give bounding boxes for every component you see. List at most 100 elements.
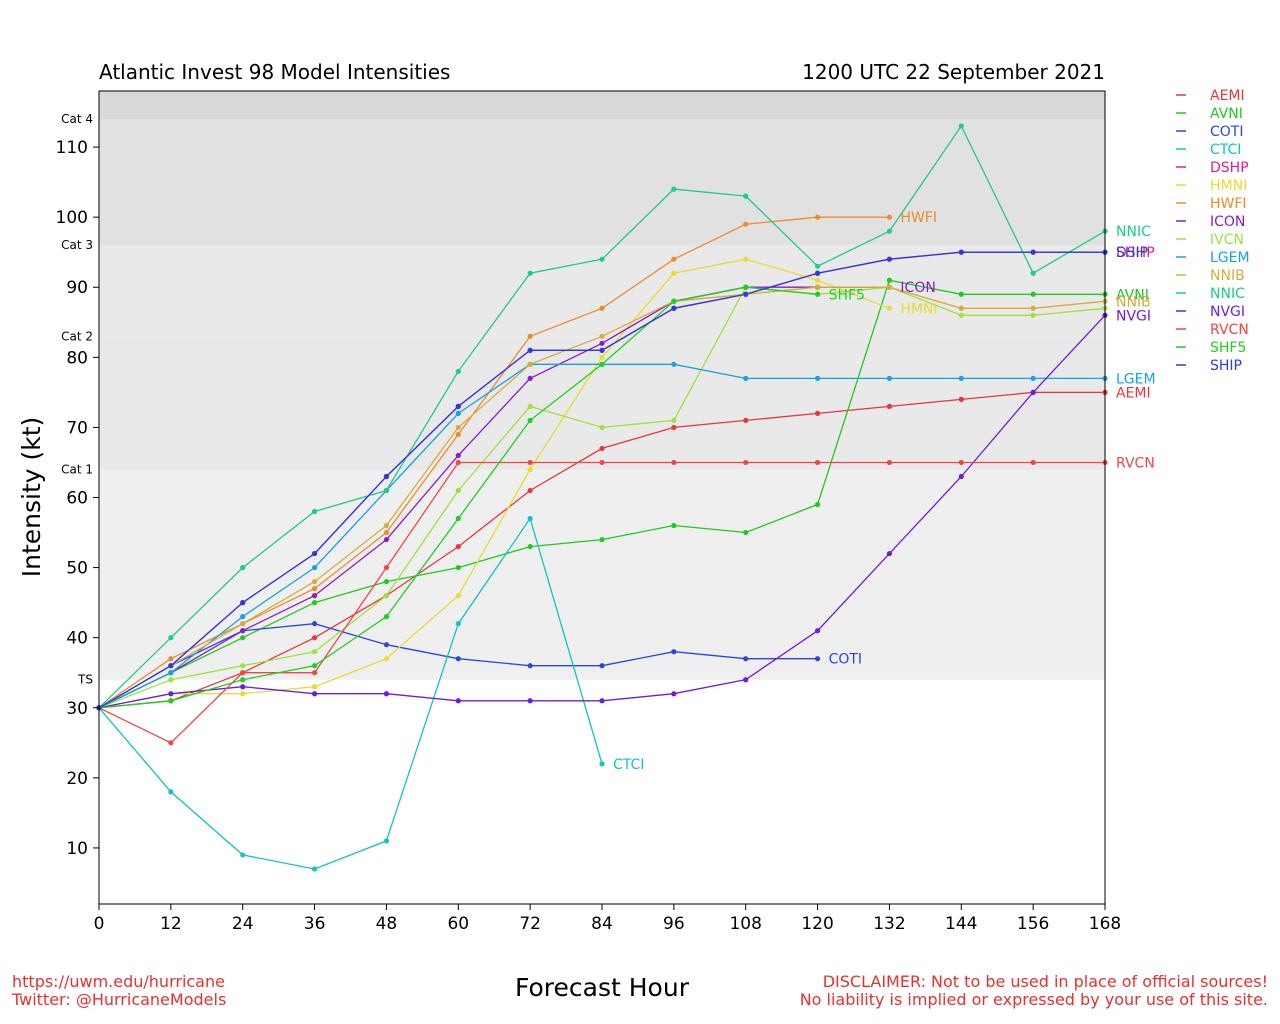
y-axis: 10 20 30 40 50 60 70 80 90 100 110: [56, 138, 99, 859]
y-tick-label: 50: [66, 559, 88, 579]
point-avni: [671, 522, 677, 529]
category-label: Cat 3: [61, 238, 93, 252]
point-nnic: [743, 193, 749, 199]
point-nnib: [527, 361, 533, 367]
category-label: Cat 1: [61, 462, 93, 476]
end-label-avni: AVNI: [1116, 287, 1149, 303]
point-coti: [455, 656, 461, 662]
point-ship: [240, 600, 246, 606]
end-label-dshp: DSHP: [1116, 245, 1155, 261]
point-nnib: [311, 579, 318, 585]
point-hmni: [383, 656, 390, 662]
point-shf5: [671, 298, 677, 304]
point-shf5: [240, 677, 246, 683]
point-aemi: [743, 417, 749, 424]
series-points: [96, 123, 1108, 872]
point-ctci: [240, 852, 246, 858]
point-coti: [814, 656, 821, 662]
point-nnib: [599, 333, 605, 339]
point-ship: [671, 305, 677, 311]
point-ctci: [311, 866, 318, 872]
point-nvgi: [527, 698, 533, 704]
end-label-nnib: NNIB: [1116, 294, 1151, 310]
point-lgem: [168, 670, 174, 676]
series-end-labels: AEMI AVNI COTI CTCI DSHP HMNI HWFI ICON LGEM NNIB…: [613, 210, 1156, 773]
point-coti: [383, 642, 390, 648]
point-ivcn: [240, 663, 246, 669]
point-ship: [1030, 249, 1036, 255]
point-nnic: [311, 508, 318, 515]
end-label-hwfi: HWFI: [900, 210, 937, 226]
point-hwfi: [886, 214, 893, 220]
series-line-hwfi: [98, 216, 890, 709]
y-tick-label: 30: [66, 699, 88, 719]
point-aemi: [311, 635, 318, 641]
x-tick-label: 84: [591, 914, 613, 934]
point-lgem: [671, 361, 677, 367]
y-axis-label: Intensity (kt): [17, 417, 46, 578]
y-tick-label: 10: [66, 839, 88, 859]
point-ship: [455, 403, 461, 409]
point-aemi: [958, 396, 964, 402]
point-hwfi: [168, 656, 174, 662]
x-tick-label: 0: [94, 914, 105, 934]
point-shf5: [311, 663, 318, 669]
series-line-icon: [98, 286, 890, 709]
point-hmni: [671, 270, 677, 276]
x-tick-label: 120: [801, 914, 833, 934]
point-aemi: [455, 543, 461, 550]
point-nnic: [1030, 270, 1036, 276]
category-label: TS: [77, 673, 93, 687]
point-avni: [599, 536, 605, 543]
point-icon: [599, 340, 605, 346]
x-tick-label: 168: [1089, 914, 1121, 934]
point-avni: [527, 543, 533, 550]
legend-entry-nnib: NNIB: [1210, 268, 1245, 284]
legend-entry-coti: COTI: [1210, 124, 1243, 140]
end-label-hmni: HMNI: [900, 301, 937, 317]
point-hwfi: [455, 431, 461, 438]
point-rvcn: [168, 740, 174, 746]
point-nnic: [455, 368, 461, 374]
point-nnic: [527, 270, 533, 276]
legend-entry-nnic: NNIC: [1210, 286, 1245, 302]
legend-entry-dshp: DSHP: [1210, 160, 1249, 176]
point-icon: [311, 593, 318, 599]
point-ship: [168, 663, 174, 669]
point-hmni: [311, 684, 318, 690]
point-avni: [1030, 291, 1036, 297]
point-nvgi: [383, 691, 390, 697]
point-shf5: [743, 284, 749, 290]
point-rvcn: [1030, 459, 1036, 466]
point-ship: [886, 256, 893, 262]
point-nnic: [599, 256, 605, 262]
point-ctci: [455, 621, 461, 627]
point-ship: [743, 291, 749, 297]
point-lgem: [455, 410, 461, 416]
point-ivcn: [958, 312, 964, 318]
x-axis: 0 12 24 36 48 60 72 84 96 108 120 132 144 156 168: [94, 904, 1121, 934]
point-shf5: [527, 417, 533, 424]
point-nnic: [383, 487, 390, 494]
end-label-nvgi: NVGI: [1116, 308, 1151, 324]
legend-entry-ctci: CTCI: [1210, 142, 1241, 158]
footer-twitter: Twitter: @HurricaneModels: [12, 990, 227, 1009]
legend-entry-ivcn: IVCN: [1210, 232, 1244, 248]
point-shf5: [168, 698, 174, 704]
x-tick-label: 72: [519, 914, 541, 934]
point-coti: [527, 663, 533, 669]
point-nnic: [958, 123, 964, 129]
point-nvgi: [168, 691, 174, 697]
point-avni: [886, 277, 893, 283]
legend-entry-hmni: HMNI: [1210, 178, 1247, 194]
y-tick-label: 20: [66, 769, 88, 789]
point-hmni: [743, 256, 749, 262]
point-nvgi: [814, 628, 821, 634]
point-ivcn: [599, 424, 605, 431]
end-label-ctci: CTCI: [613, 757, 644, 773]
point-hwfi: [814, 214, 821, 220]
point-nnib: [814, 284, 821, 290]
point-shf5: [599, 361, 605, 367]
legend-entry-avni: AVNI: [1210, 106, 1243, 122]
end-label-nnic: NNIC: [1116, 224, 1151, 240]
